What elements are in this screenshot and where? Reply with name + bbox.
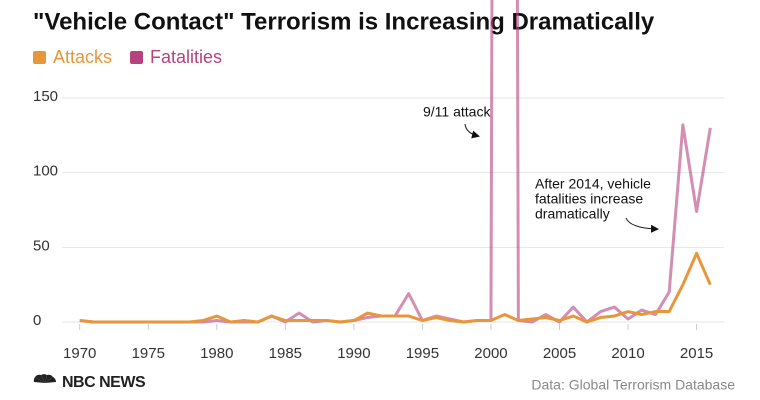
x-tick-label: 1970 [63,345,96,362]
x-tick-label: 1985 [269,345,302,362]
x-tick-label: 2015 [680,345,713,362]
y-tick-label: 100 [33,163,58,180]
annotation: After 2014, vehicle [535,176,651,192]
x-tick-label: 1980 [200,345,233,362]
annotation: fatalities increase [535,191,643,207]
x-tick-label: 1995 [406,345,439,362]
annotation: dramatically [535,206,610,222]
legend-swatch [33,51,46,64]
annotation: 9/11 attack [423,104,491,120]
y-tick-label: 0 [33,312,41,329]
logo-icon [33,374,56,383]
x-tick-label: 2005 [543,345,576,362]
x-tick-label: 1975 [132,345,165,362]
line-series [79,251,712,324]
x-tick-label: 2000 [474,345,507,362]
legend-label: Attacks [53,47,112,67]
arrow [464,123,480,139]
chart-title: "Vehicle Contact" Terrorism is Increasin… [33,8,655,35]
legend-label: Fatalities [150,47,222,67]
source: Data: Global Terrorism Database [531,377,735,393]
y-tick-label: 150 [33,88,58,105]
plot [79,0,712,324]
grid: 0 50 100 150 1970 1975 1980 1985 1990 1995 2000 200… [33,88,724,362]
x-tick-label: 2010 [611,345,644,362]
legend: Attacks Fatalities [33,47,222,67]
legend-swatch [130,51,144,64]
x-tick-label: 1990 [337,345,370,362]
arrow [625,217,659,233]
y-tick-label: 50 [33,237,50,254]
logo: NBC NEWS [62,374,146,391]
